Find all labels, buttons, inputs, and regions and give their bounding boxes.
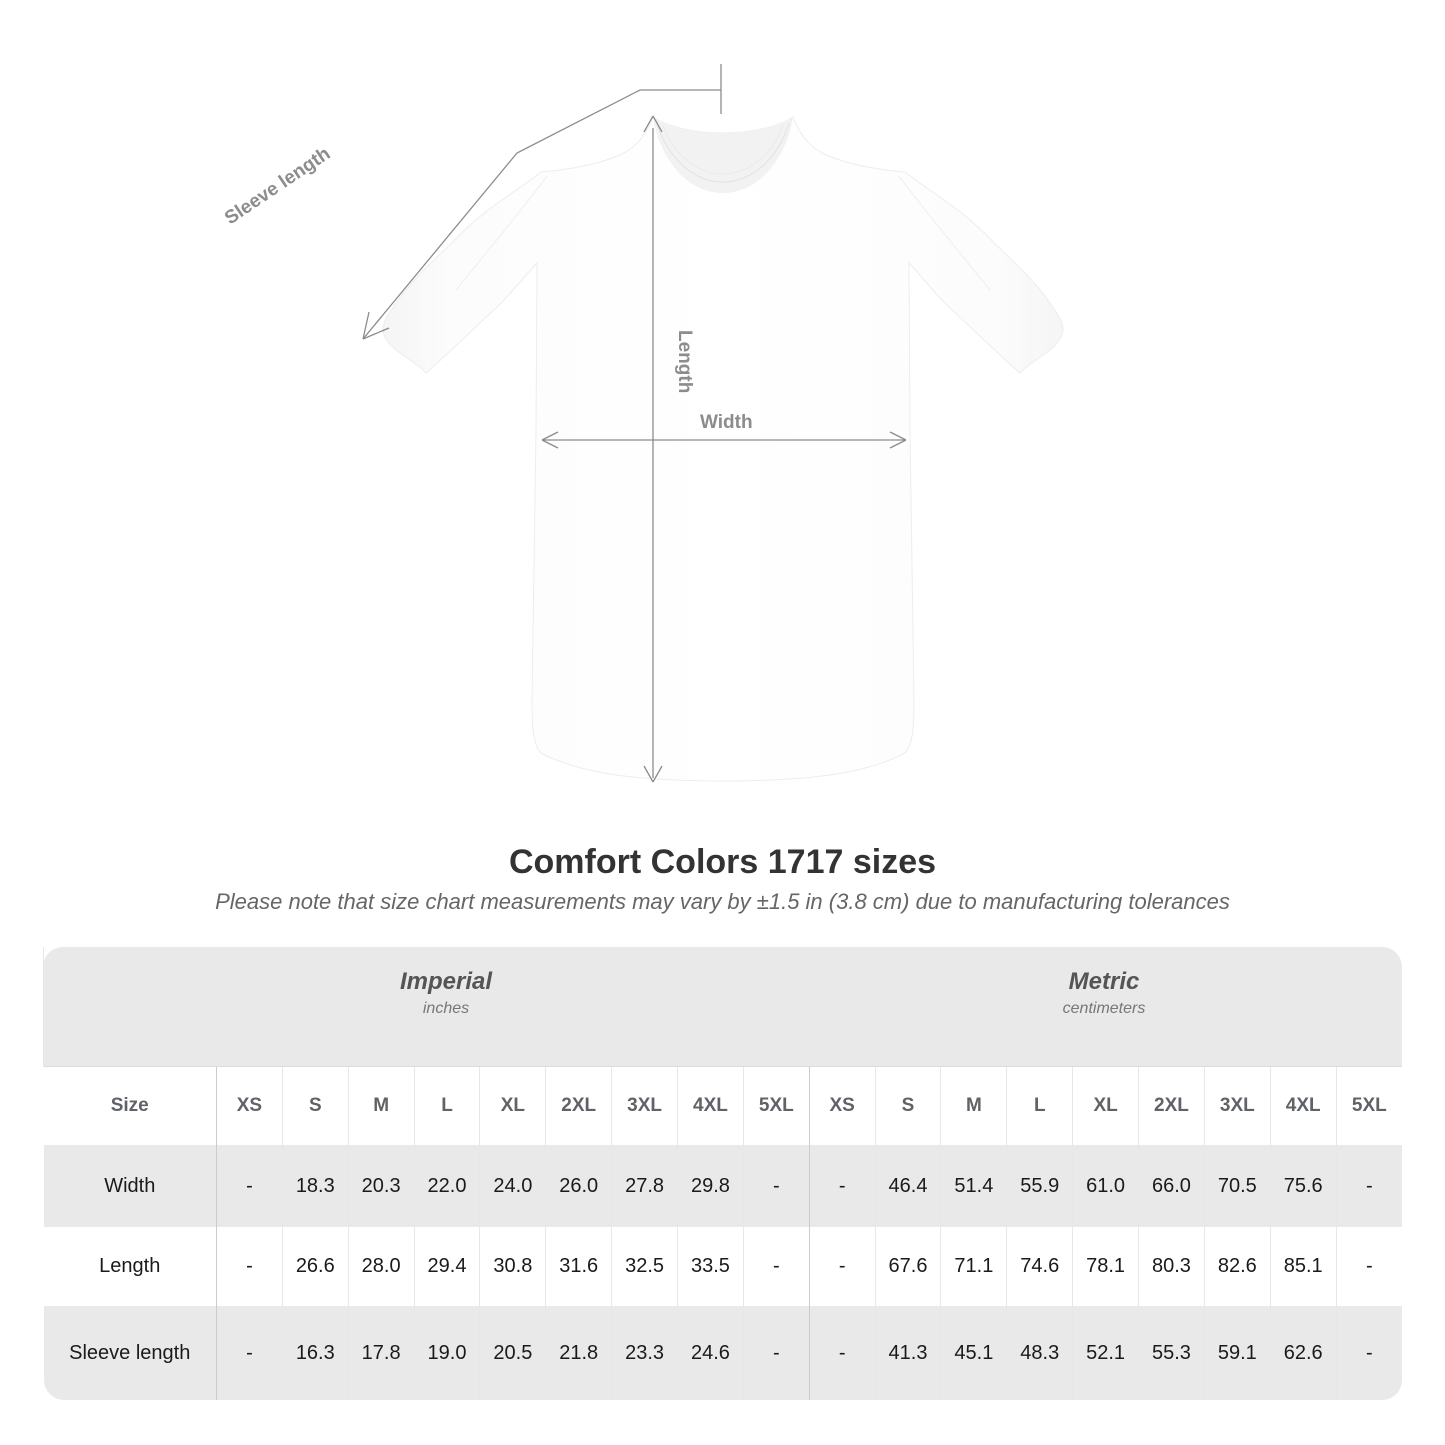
svg-text:Width: Width — [700, 412, 753, 433]
svg-text:Length: Length — [674, 330, 695, 393]
svg-text:Sleeve length: Sleeve length — [221, 143, 334, 229]
